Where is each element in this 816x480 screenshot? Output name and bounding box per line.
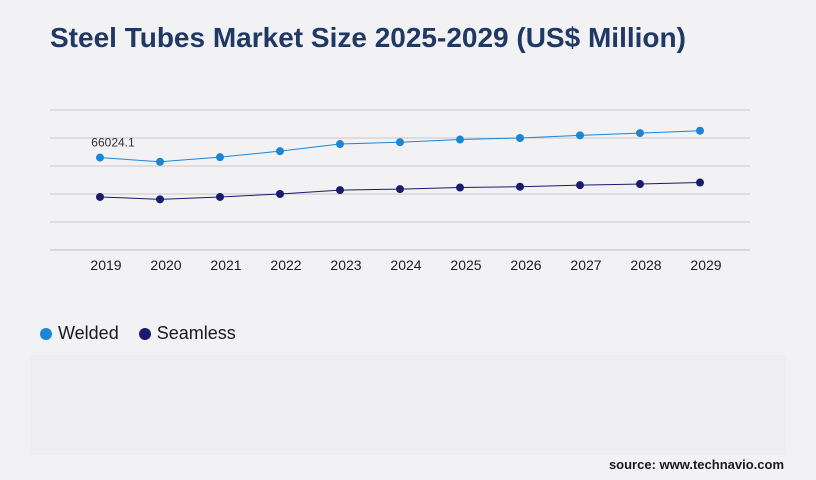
x-tick-label: 2028 [630, 257, 661, 273]
data-point-welded [696, 126, 704, 135]
x-tick-label: 2024 [390, 257, 421, 273]
data-point-welded [576, 131, 584, 140]
data-point-welded [516, 134, 524, 142]
data-point-welded [276, 147, 284, 156]
data-point-welded [636, 129, 644, 138]
background-panel [30, 355, 786, 455]
data-point-welded [396, 138, 404, 147]
data-point-welded [216, 153, 224, 162]
legend-marker-seamless [138, 327, 151, 340]
chart-legend: Welded Seamless [40, 323, 236, 344]
x-tick-label: 2021 [210, 257, 241, 273]
legend-marker-welded [40, 327, 52, 340]
data-point-welded [336, 140, 344, 149]
source-credit: source: www.technavio.com [608, 457, 784, 472]
data-point-seamless [636, 180, 644, 189]
data-point-seamless [516, 182, 524, 191]
data-point-welded [156, 157, 164, 166]
data-point-seamless [456, 183, 464, 192]
x-tick-label: 2025 [450, 257, 481, 273]
series-line-welded [99, 130, 701, 163]
data-point-welded [96, 153, 104, 162]
data-label: 66024.1 [91, 136, 135, 150]
chart-title: Steel Tubes Market Size 2025-2029 (US$ M… [50, 22, 686, 53]
legend-item-seamless: Seamless [138, 323, 236, 344]
x-tick-label: 2019 [90, 257, 121, 273]
data-point-seamless [696, 178, 704, 187]
data-point-welded [456, 135, 464, 144]
x-tick-label: 2026 [510, 257, 541, 273]
legend-item-welded: Welded [40, 323, 119, 344]
data-point-seamless [216, 192, 224, 201]
data-point-seamless [96, 192, 104, 201]
data-point-seamless [576, 181, 584, 190]
x-tick-label: 2023 [330, 257, 361, 273]
x-tick-label: 2029 [690, 257, 721, 273]
data-point-seamless [156, 195, 164, 204]
data-point-seamless [276, 190, 284, 198]
data-point-seamless [336, 186, 344, 195]
legend-label-seamless: Seamless [156, 323, 236, 343]
x-tick-label: 2020 [150, 257, 181, 273]
legend-label-welded: Welded [58, 323, 119, 343]
x-tick-label: 2022 [270, 257, 301, 273]
data-point-seamless [396, 185, 404, 194]
x-tick-label: 2027 [570, 257, 601, 273]
